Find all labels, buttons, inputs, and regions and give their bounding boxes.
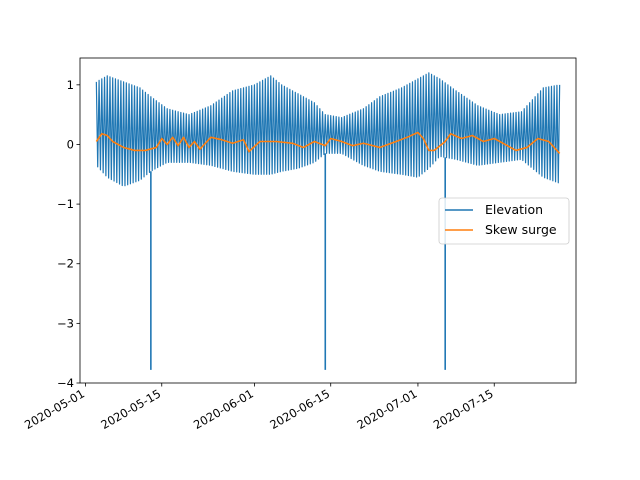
y-tick-label: 1: [67, 78, 74, 92]
x-tick-label: 2020-06-15: [267, 386, 332, 432]
x-tick-label: 2020-05-01: [22, 386, 87, 432]
legend-label-elevation: Elevation: [485, 202, 543, 217]
legend: Elevation Skew surge: [438, 197, 570, 245]
x-axis: 2020-05-01 2020-05-15 2020-06-01 2020-06-15…: [22, 383, 496, 432]
y-tick-label: −4: [57, 376, 74, 390]
y-axis: 1 0 −1 −2 −3 −4: [57, 78, 80, 390]
x-tick-label: 2020-06-01: [191, 386, 256, 432]
x-tick-label: 2020-07-15: [431, 386, 496, 432]
y-tick-label: 0: [67, 137, 74, 151]
axes-frame: [79, 57, 577, 384]
y-tick-label: −2: [57, 257, 74, 271]
legend-label-skew-surge: Skew surge: [485, 222, 557, 237]
x-tick-label: 2020-07-01: [355, 386, 420, 432]
x-tick-label: 2020-05-15: [98, 386, 163, 432]
y-tick-label: −3: [57, 316, 74, 330]
series-layer: [95, 72, 561, 370]
y-tick-label: −1: [57, 197, 74, 211]
series-line-elevation: [95, 72, 561, 187]
series-line-skew-surge: [95, 131, 561, 154]
